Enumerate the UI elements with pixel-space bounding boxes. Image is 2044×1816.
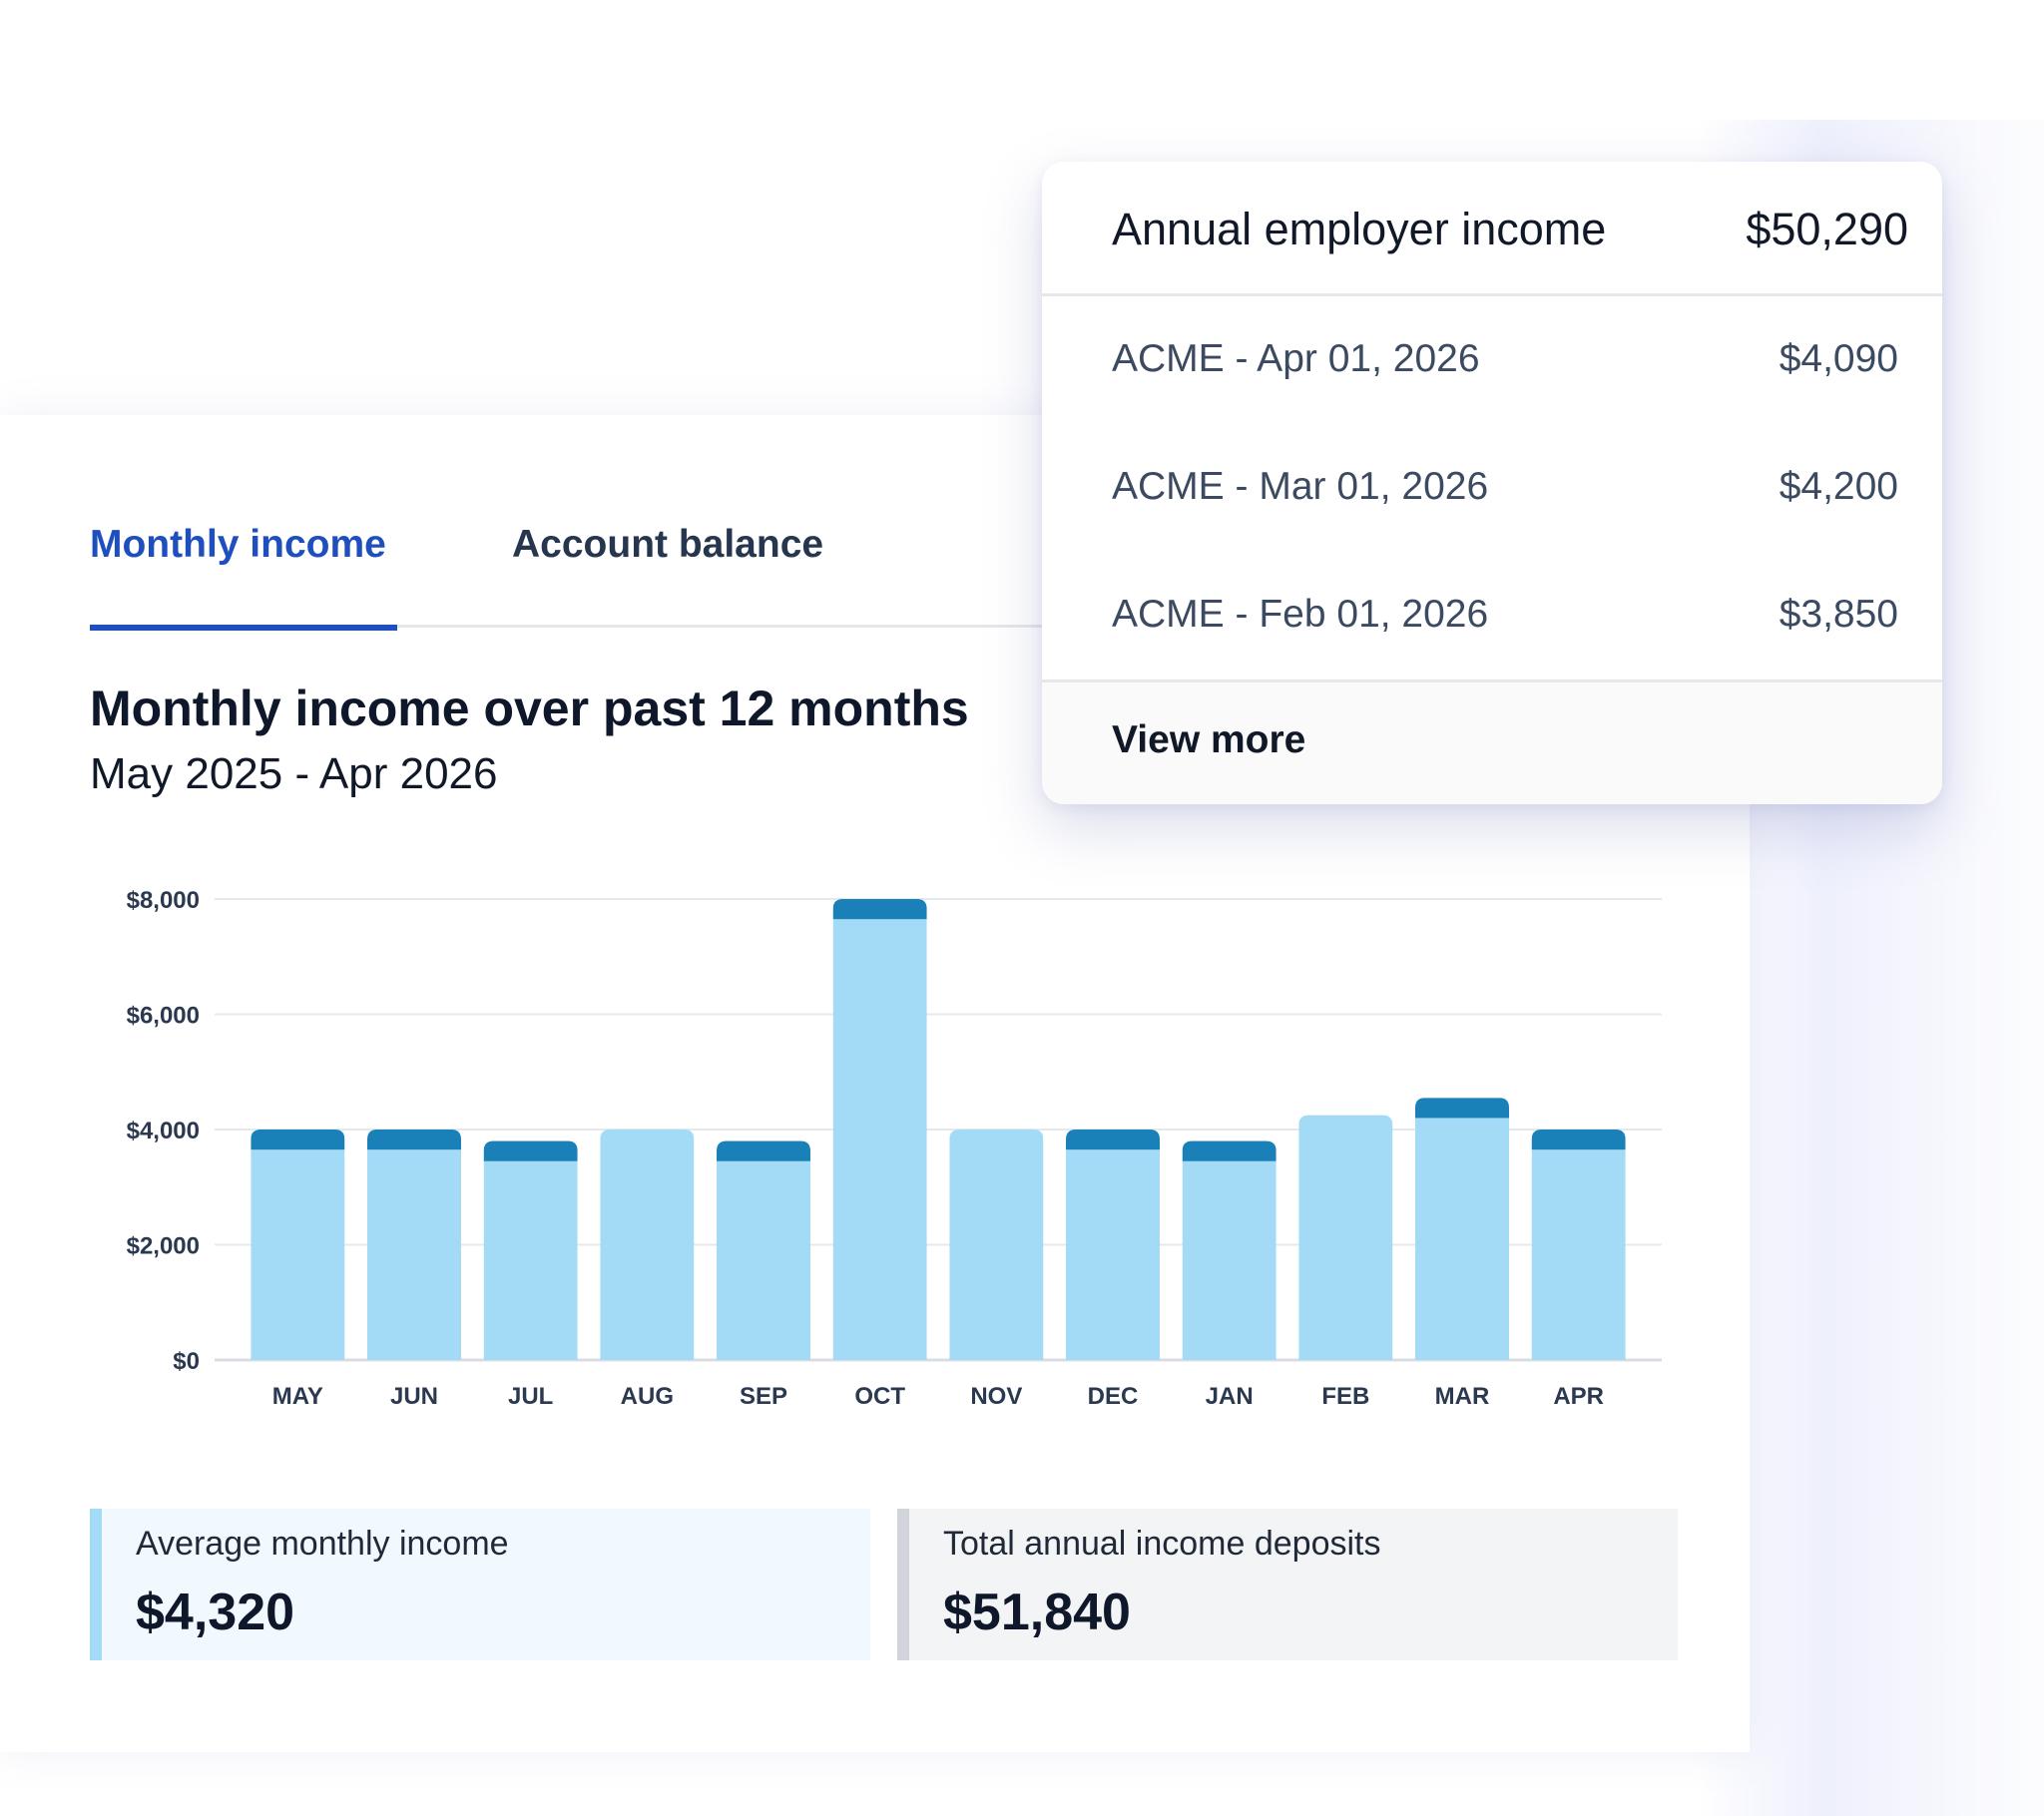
deposit-row-amount: $4,200	[1779, 465, 1898, 508]
y-tick-label: $6,000	[127, 1003, 200, 1030]
chart-subtitle: May 2025 - Apr 2026	[90, 749, 498, 798]
x-tick-label: NOV	[970, 1383, 1022, 1410]
bar-aug[interactable]	[600, 1130, 695, 1360]
bar-top-segment	[367, 1130, 461, 1150]
y-tick-label: $8,000	[127, 887, 200, 914]
bar-jul[interactable]	[483, 1140, 578, 1360]
bar-base-segment	[1531, 1149, 1626, 1360]
y-tick-label: $0	[173, 1348, 200, 1375]
bar-top-segment	[832, 899, 927, 920]
deposit-row-label: ACME - Mar 01, 2026	[1112, 465, 1489, 508]
x-tick-label: JAN	[1206, 1383, 1254, 1410]
bar-oct[interactable]	[832, 899, 927, 1360]
deposit-row[interactable]: ACME - Mar 01, 2026 $4,200	[1042, 423, 1942, 551]
bar-jun[interactable]	[367, 1130, 461, 1360]
bar-jan[interactable]	[1182, 1140, 1277, 1360]
bar-top-segment	[1066, 1130, 1160, 1150]
bar-base-segment	[1066, 1149, 1160, 1360]
bar-nov[interactable]	[949, 1130, 1044, 1360]
tab-monthly-income[interactable]: Monthly income	[90, 515, 397, 631]
bar-top-segment	[717, 1140, 810, 1161]
average-monthly-income-value: $4,320	[136, 1584, 295, 1641]
bar-base-segment	[717, 1160, 810, 1360]
deposit-row-amount: $4,090	[1779, 337, 1898, 380]
bar-base-segment	[483, 1160, 578, 1360]
bar-sep[interactable]	[717, 1140, 810, 1360]
x-tick-label: MAY	[272, 1383, 323, 1410]
x-tick-label: JUL	[508, 1383, 553, 1410]
view-more-link[interactable]: View more	[1112, 718, 1306, 761]
total-annual-income-stat: Total annual income deposits $51,840	[897, 1509, 1678, 1660]
bar-top-segment	[1182, 1140, 1277, 1161]
bar-base-segment	[367, 1149, 461, 1360]
bar-top-segment	[1531, 1130, 1626, 1150]
bar-base-segment	[251, 1149, 345, 1360]
popover-footer: View more	[1042, 680, 1942, 804]
bar-dec[interactable]	[1066, 1130, 1160, 1360]
bar-base-segment	[832, 919, 927, 1360]
x-tick-label: JUN	[390, 1383, 438, 1410]
tab-account-balance[interactable]: Account balance	[512, 523, 824, 566]
x-tick-label: SEP	[740, 1383, 787, 1410]
bar-mar[interactable]	[1415, 1098, 1509, 1360]
total-annual-income-label: Total annual income deposits	[943, 1525, 1381, 1563]
bar-may[interactable]	[251, 1130, 345, 1360]
total-annual-income-value: $51,840	[943, 1584, 1131, 1641]
deposit-row[interactable]: ACME - Feb 01, 2026 $3,850	[1042, 551, 1942, 679]
deposit-row-amount: $3,850	[1779, 593, 1898, 636]
average-monthly-income-stat: Average monthly income $4,320	[90, 1509, 870, 1660]
bar-top-segment	[1415, 1098, 1509, 1119]
x-tick-label: DEC	[1088, 1383, 1139, 1410]
x-tick-label: OCT	[854, 1383, 905, 1410]
x-tick-label: APR	[1553, 1383, 1604, 1410]
bar-base-segment	[600, 1130, 695, 1360]
tab-bar: Monthly income Account balance	[90, 515, 1088, 631]
popover-title: Annual employer income	[1112, 204, 1607, 254]
bar-top-segment	[483, 1140, 578, 1161]
x-tick-label: MAR	[1435, 1383, 1490, 1410]
x-tick-label: AUG	[621, 1383, 674, 1410]
deposit-row[interactable]: ACME - Apr 01, 2026 $4,090	[1042, 295, 1942, 423]
average-monthly-income-label: Average monthly income	[136, 1525, 509, 1563]
y-tick-label: $4,000	[127, 1118, 200, 1144]
x-tick-label: FEB	[1321, 1383, 1369, 1410]
bar-base-segment	[1298, 1115, 1393, 1360]
employer-income-popover: Annual employer income $50,290 ACME - Ap…	[1042, 162, 1942, 804]
y-tick-label: $2,000	[127, 1233, 200, 1260]
bar-base-segment	[1182, 1160, 1277, 1360]
chart-title: Monthly income over past 12 months	[90, 681, 969, 736]
deposit-row-label: ACME - Feb 01, 2026	[1112, 593, 1489, 636]
monthly-income-chart: $0 $2,000 $4,000 $6,000 $8,000 MAY JUN JUL AUG SE…	[127, 887, 1662, 1410]
popover-header: Annual employer income $50,290	[1042, 162, 1942, 296]
bar-base-segment	[1415, 1118, 1509, 1360]
bar-feb[interactable]	[1298, 1115, 1393, 1360]
bar-apr[interactable]	[1531, 1130, 1626, 1360]
bar-base-segment	[949, 1130, 1044, 1360]
deposit-row-label: ACME - Apr 01, 2026	[1112, 337, 1480, 380]
bar-top-segment	[251, 1130, 345, 1150]
popover-total: $50,290	[1746, 204, 1908, 254]
